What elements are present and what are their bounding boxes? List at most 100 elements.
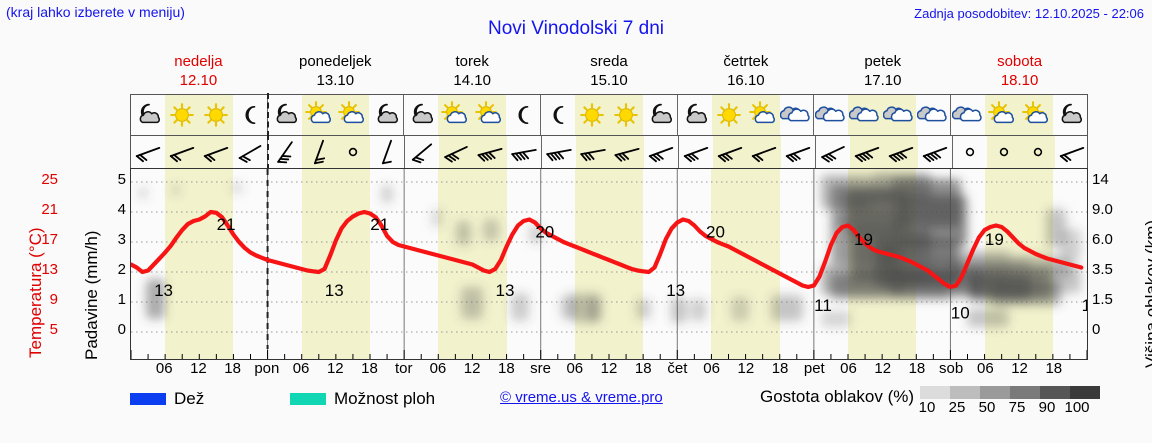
legend: Dež Možnost ploh © vreme.us & vreme.pro … xyxy=(130,386,1140,426)
weather-icon-sun-cloud xyxy=(472,95,507,135)
weather-icon-sun xyxy=(711,95,746,135)
axis-tick-label: 0 xyxy=(117,321,126,338)
day-name: sreda xyxy=(590,53,628,70)
wind-barb xyxy=(987,136,1021,168)
x-axis-label: 06 xyxy=(429,360,447,377)
weather-icon-sun-cloud xyxy=(335,95,370,135)
wind-barb xyxy=(576,136,610,168)
x-axis-label: sre xyxy=(530,360,551,377)
day-name: sobota xyxy=(997,53,1043,70)
wind-barb xyxy=(165,136,199,168)
weather-icon-moon-cloud xyxy=(369,95,404,135)
wind-barb xyxy=(1021,136,1055,168)
temperature-point-label: 20 xyxy=(535,223,554,242)
axis-tick-label: 13 xyxy=(41,261,58,278)
temperature-point-label: 21 xyxy=(370,215,389,234)
cloud-density-step-label: 10 xyxy=(918,399,936,416)
day-header-sreda: sreda 15.10 xyxy=(541,52,678,92)
weather-icon-moon-cloud xyxy=(403,95,439,135)
x-axis-label: 18 xyxy=(1045,360,1063,377)
day-name: nedelja xyxy=(174,53,223,70)
wind-barb xyxy=(850,136,884,168)
legend-rain-label: Dež xyxy=(174,389,205,408)
forecast-plot: 132113211320132011191019111913 xyxy=(130,168,1088,360)
weather-icon-moon-cloud xyxy=(131,95,165,135)
legend-item-rain: Dež xyxy=(130,389,204,409)
temperature-point-label: 13 xyxy=(154,281,173,300)
day-date: 16.10 xyxy=(727,72,765,89)
wind-barb xyxy=(918,136,952,168)
weather-icon-sun-cloud xyxy=(301,95,336,135)
x-axis-tick-labels: 06 12 18 pon 06 12 18 tor 06 12 18 sre 06 12 18 čet 06 12… xyxy=(130,360,1088,382)
cloud-density-swatch xyxy=(980,386,1011,399)
x-axis-label: 12 xyxy=(600,360,618,377)
x-axis-label: 12 xyxy=(463,360,481,377)
day-header-row: nedelja 12.10 ponedeljek 13.10 torek 14.10 sre… xyxy=(130,52,1088,92)
wind-barb xyxy=(404,136,439,168)
weather-icon-cloud xyxy=(779,95,814,135)
x-axis-label: 06 xyxy=(155,360,173,377)
cloud-density-step-label: 100 xyxy=(1064,399,1090,416)
weather-icon-moon xyxy=(232,95,267,135)
weather-icon-moon-cloud xyxy=(642,95,677,135)
day-header-četrtek: četrtek 16.10 xyxy=(677,52,814,92)
cloud-density-numbers: 10 25 50 75 90 100 xyxy=(919,399,1100,416)
day-header-nedelja: nedelja 12.10 xyxy=(130,52,267,92)
plot-canvas: 132113211320132011191019111913 xyxy=(131,169,1087,359)
weather-icon-sun-cloud xyxy=(985,95,1019,135)
x-axis-label: 12 xyxy=(1011,360,1028,377)
wind-barb xyxy=(439,136,473,168)
x-axis-label: 06 xyxy=(703,360,720,377)
weather-icon-sun-cloud xyxy=(745,95,780,135)
temperature-point-label: 13 xyxy=(666,281,685,300)
time-band xyxy=(711,169,746,359)
x-axis-label: pet xyxy=(803,360,825,377)
precipitation-axis-ticks: 5 4 3 2 1 0 xyxy=(86,160,126,370)
wind-barb xyxy=(644,136,678,168)
axis-tick-label: 3 xyxy=(117,231,126,248)
x-axis-label: pon xyxy=(254,360,280,377)
day-date: 18.10 xyxy=(1000,72,1039,89)
wind-barb xyxy=(678,136,713,168)
x-axis-label: 12 xyxy=(874,360,892,377)
x-axis-label: 06 xyxy=(840,360,857,377)
cloud-density-field xyxy=(139,173,1081,327)
time-band xyxy=(165,169,200,359)
cloud-density-step-label: 90 xyxy=(1038,399,1056,416)
cloud-density-swatch xyxy=(920,386,951,399)
x-axis-label: 12 xyxy=(190,360,207,377)
x-axis-label: 18 xyxy=(771,360,789,377)
rain-color-swatch xyxy=(130,393,166,405)
wind-barb xyxy=(473,136,507,168)
copyright-link[interactable]: © vreme.us & vreme.pro xyxy=(500,389,663,406)
cloud-density-swatches xyxy=(920,386,1101,399)
temperature-point-label: 11 xyxy=(1082,296,1087,315)
time-band xyxy=(472,169,507,359)
day-date: 12.10 xyxy=(179,72,218,89)
weather-icon-sun-cloud xyxy=(438,95,473,135)
wind-barb xyxy=(747,136,781,168)
cloud-density-step-label: 25 xyxy=(948,399,966,416)
shower-color-swatch xyxy=(290,393,326,405)
weather-icon-sun xyxy=(608,95,643,135)
temperature-axis-ticks: 25 21 17 13 9 5 xyxy=(0,160,58,370)
menu-note: (kraj lahko izberete v meniju) xyxy=(6,4,185,20)
axis-tick-label: 25 xyxy=(41,171,58,188)
time-band xyxy=(301,169,336,359)
axis-tick-label: 2 xyxy=(117,261,126,278)
x-axis-label: tor xyxy=(394,360,413,377)
temperature-point-label: 19 xyxy=(854,230,873,249)
weather-icon-cloud xyxy=(916,95,951,135)
wind-barb xyxy=(610,136,644,168)
temperature-point-label: 11 xyxy=(814,296,832,315)
weather-icon-cloud xyxy=(950,95,986,135)
weather-icon-cloud xyxy=(848,95,883,135)
x-axis-label: 18 xyxy=(908,360,926,377)
axis-tick-label: 5 xyxy=(49,321,58,338)
cloud-density-legend: Gostota oblakov (%) 10 25 50 75 90 100 xyxy=(760,386,1101,416)
temperature-point-label: 20 xyxy=(706,223,725,242)
x-axis-label: 18 xyxy=(634,360,652,377)
time-band xyxy=(199,169,234,359)
x-axis-label: 12 xyxy=(326,360,344,377)
temperature-point-label: 19 xyxy=(985,230,1004,249)
